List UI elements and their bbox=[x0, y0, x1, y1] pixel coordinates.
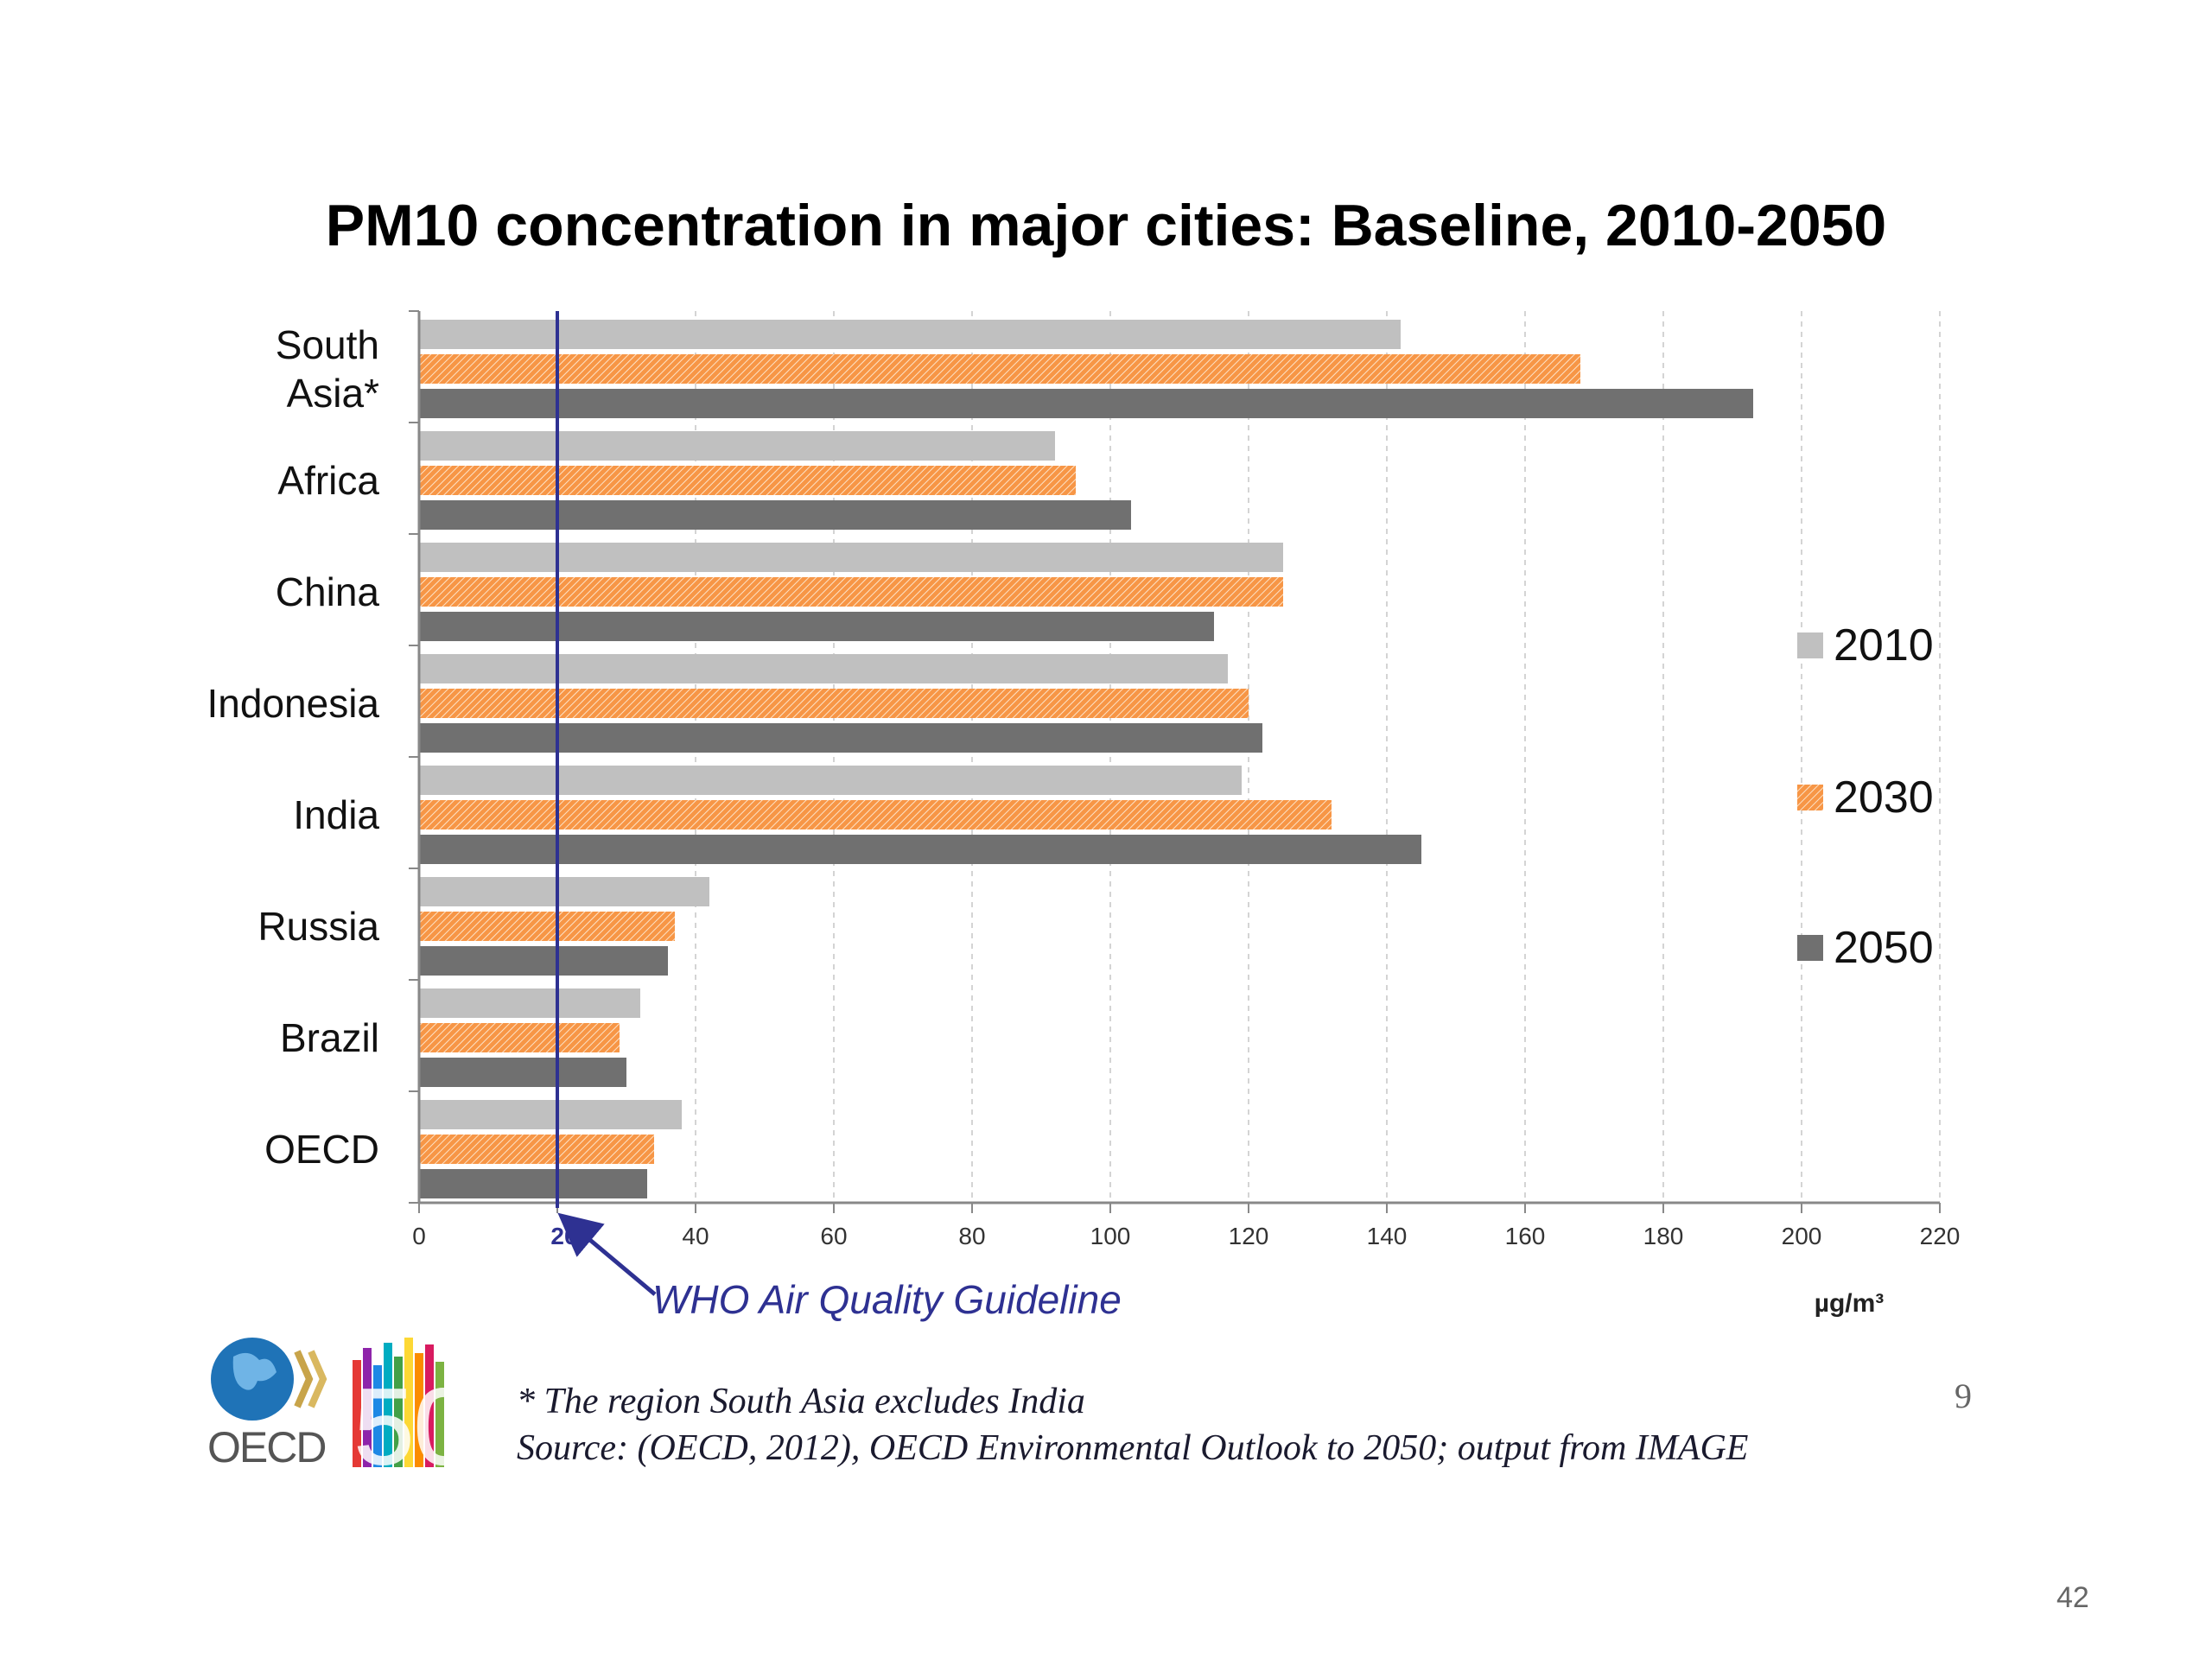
logo-anniversary-text: 50 bbox=[354, 1368, 474, 1478]
bar-2030 bbox=[419, 1135, 654, 1164]
x-tick-label: 220 bbox=[1920, 1223, 1961, 1249]
x-tick-label: 160 bbox=[1505, 1223, 1546, 1249]
category-label: India bbox=[293, 792, 379, 837]
x-tick-label: 200 bbox=[1782, 1223, 1822, 1249]
bar-2050 bbox=[419, 946, 668, 976]
x-axis-unit-label: µg/m³ bbox=[1815, 1289, 1885, 1318]
category-label: South bbox=[276, 322, 379, 367]
bar-2010 bbox=[419, 877, 709, 906]
bar-2010 bbox=[419, 431, 1055, 461]
globe-land-shape bbox=[232, 1352, 276, 1390]
category-label: Indonesia bbox=[207, 681, 380, 726]
chevron-shape bbox=[308, 1350, 327, 1408]
bar-2030 bbox=[419, 689, 1249, 718]
category-label: Africa bbox=[277, 458, 379, 503]
bar-2050 bbox=[419, 500, 1131, 530]
bar-2050 bbox=[419, 1169, 647, 1198]
x-tick-label: 120 bbox=[1229, 1223, 1269, 1249]
bar-2010 bbox=[419, 320, 1401, 349]
logo-stripe bbox=[384, 1343, 392, 1467]
bar-2010 bbox=[419, 988, 640, 1018]
bar-2050 bbox=[419, 835, 1421, 864]
who-guideline: WHO Air Quality Guideline bbox=[556, 311, 1122, 1322]
x-tick-label: 100 bbox=[1090, 1223, 1131, 1249]
legend-swatch-2050 bbox=[1797, 935, 1823, 961]
logo-stripe bbox=[373, 1365, 382, 1467]
logo-stripe bbox=[425, 1344, 434, 1467]
bar-2050 bbox=[419, 389, 1753, 418]
legend: 2010 2030 2050 bbox=[1797, 620, 1934, 973]
legend-label: 2030 bbox=[1834, 772, 1934, 823]
bar-2030 bbox=[419, 912, 675, 941]
legend-label: 2050 bbox=[1834, 923, 1934, 973]
slide-title: PM10 concentration in major cities: Base… bbox=[325, 193, 1887, 258]
x-tick-label: 180 bbox=[1643, 1223, 1684, 1249]
bars bbox=[419, 320, 1753, 1198]
bar-2050 bbox=[419, 723, 1262, 753]
labels: 0 20 40 60 80 100 120 140 160 180 200 220SouthAsia*… bbox=[207, 322, 1961, 1318]
legend-swatch-2010 bbox=[1797, 632, 1823, 658]
oecd-logo-text: OECD bbox=[207, 1423, 325, 1471]
inner-slide-number: 9 bbox=[1955, 1376, 1972, 1415]
x-tick-label: 40 bbox=[682, 1223, 709, 1249]
category-label: Asia* bbox=[287, 371, 379, 416]
category-label: OECD bbox=[264, 1127, 379, 1172]
logo-stripe bbox=[415, 1353, 423, 1467]
legend-swatch-2030 bbox=[1797, 785, 1823, 810]
logo-stripe bbox=[404, 1338, 413, 1467]
x-tick-label: 140 bbox=[1367, 1223, 1408, 1249]
bar-2030 bbox=[419, 577, 1283, 607]
x-tick-label: 80 bbox=[958, 1223, 985, 1249]
who-guideline-label: WHO Air Quality Guideline bbox=[652, 1277, 1122, 1322]
legend-label: 2010 bbox=[1834, 620, 1934, 671]
logo-stripe bbox=[353, 1360, 361, 1467]
oecd-50-logo: OECD 50 bbox=[207, 1338, 474, 1478]
bar-2030 bbox=[419, 1023, 620, 1052]
bar-2010 bbox=[419, 543, 1283, 572]
bar-2010 bbox=[419, 766, 1242, 795]
x-tick-label: 0 bbox=[412, 1223, 426, 1249]
x-tick-label: 60 bbox=[820, 1223, 847, 1249]
footnote-text: * The region South Asia excludes India bbox=[517, 1382, 1085, 1421]
chevron-shape bbox=[294, 1350, 314, 1408]
source-text: Source: (OECD, 2012), OECD Environmental… bbox=[517, 1428, 1749, 1468]
bar-2030 bbox=[419, 354, 1580, 384]
bar-2010 bbox=[419, 654, 1228, 683]
bar-2050 bbox=[419, 612, 1214, 641]
logo-stripe bbox=[394, 1357, 403, 1467]
bar-2030 bbox=[419, 466, 1076, 495]
page-number: 42 bbox=[2056, 1581, 2089, 1614]
bar-2050 bbox=[419, 1058, 626, 1087]
bar-2030 bbox=[419, 800, 1332, 830]
logo-stripe bbox=[435, 1362, 444, 1467]
category-label: Brazil bbox=[280, 1015, 379, 1060]
who-guideline-arrow bbox=[557, 1212, 657, 1296]
bar-2010 bbox=[419, 1100, 682, 1129]
category-label: China bbox=[276, 569, 380, 614]
logo-stripe bbox=[363, 1348, 372, 1467]
category-label: Russia bbox=[257, 904, 379, 949]
